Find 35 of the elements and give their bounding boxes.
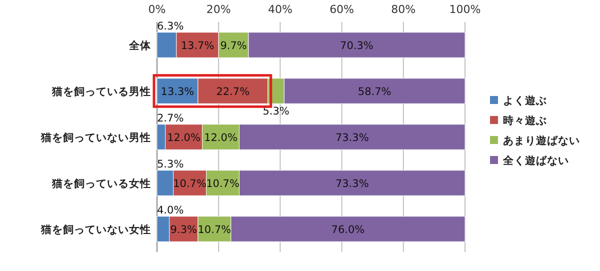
y-tick-label: 猫を飼っていない女性 — [40, 223, 151, 236]
data-label: 22.7% — [216, 86, 250, 98]
x-tick-label: 20% — [206, 3, 231, 16]
data-label: 5.3% — [262, 106, 290, 118]
y-tick-label: 猫を飼っていない男性 — [40, 131, 151, 144]
x-tick-label: 100% — [449, 3, 481, 16]
data-label: 6.3% — [157, 20, 184, 32]
data-label: 58.7% — [358, 86, 392, 98]
data-label: 13.7% — [180, 40, 214, 52]
y-tick-label: 猫を飼っている女性 — [51, 177, 151, 190]
data-label: 73.3% — [335, 178, 369, 190]
legend-label: あまり遊ばない — [503, 134, 580, 147]
legend-label: 時々遊ぶ — [503, 114, 547, 127]
y-tick-label: 全体 — [128, 39, 152, 52]
data-label: 70.3% — [340, 40, 374, 52]
data-label: 10.7% — [206, 178, 240, 190]
data-label: 12.0% — [204, 132, 238, 144]
x-tick-label: 40% — [268, 3, 292, 16]
x-tick-label: 80% — [391, 3, 416, 16]
data-label: 12.0% — [167, 132, 200, 144]
data-label: 10.7% — [198, 224, 232, 236]
data-label: 5.3% — [157, 158, 184, 170]
data-label: 73.3% — [335, 132, 369, 144]
y-tick-label: 猫を飼っている男性 — [51, 85, 151, 98]
data-label: 9.7% — [220, 40, 247, 52]
data-label: 9.3% — [170, 224, 197, 236]
x-tick-label: 0% — [148, 3, 166, 16]
data-label: 4.0% — [157, 204, 184, 216]
legend-label: 全く遊ばない — [502, 154, 569, 167]
legend-label: よく遊ぶ — [503, 94, 547, 107]
data-label: 2.7% — [157, 112, 184, 124]
data-label: 13.3% — [160, 86, 194, 98]
x-tick-label: 60% — [330, 3, 354, 16]
data-label: 10.7% — [173, 178, 206, 190]
data-label: 76.0% — [331, 224, 365, 236]
